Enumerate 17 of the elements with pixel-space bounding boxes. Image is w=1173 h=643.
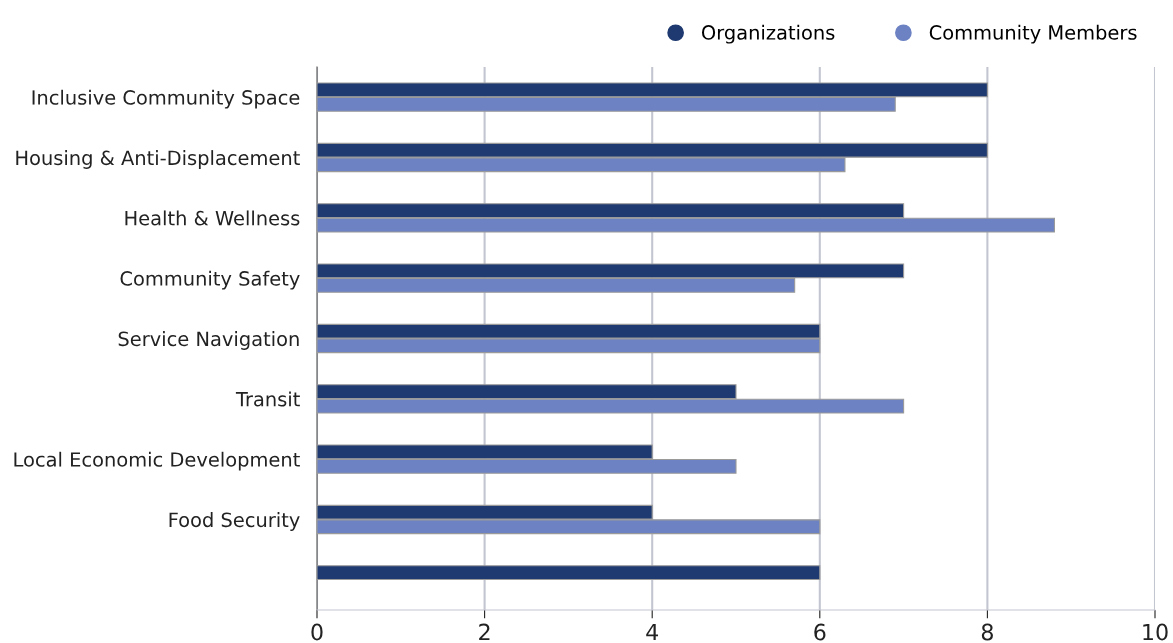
y-tick-label: Inclusive Community Space xyxy=(32,89,300,109)
y-tick-label: Food Security xyxy=(169,512,300,531)
y-tick-label: Housing & Anti-Displacement xyxy=(16,150,300,169)
legend-label: Community Members xyxy=(929,24,1137,44)
x-tick-label: 0 xyxy=(311,623,323,641)
bar xyxy=(317,565,821,581)
y-tick-label: Service Navigation xyxy=(118,331,299,350)
x-tick-label: 4 xyxy=(646,623,659,641)
y-tick-label: Health & Wellness xyxy=(125,210,300,226)
x-tick-label: 2 xyxy=(479,623,490,641)
legend-label: Organizations xyxy=(701,24,835,44)
y-tick-label: Community Safety xyxy=(120,270,300,290)
y-tick-label: Transit xyxy=(235,391,300,407)
x-tick-label: 10 xyxy=(1143,623,1168,641)
x-tick-label: 6 xyxy=(814,623,826,641)
y-tick-label: Local Economic Development xyxy=(14,451,300,471)
x-tick-label: 8 xyxy=(981,623,993,641)
